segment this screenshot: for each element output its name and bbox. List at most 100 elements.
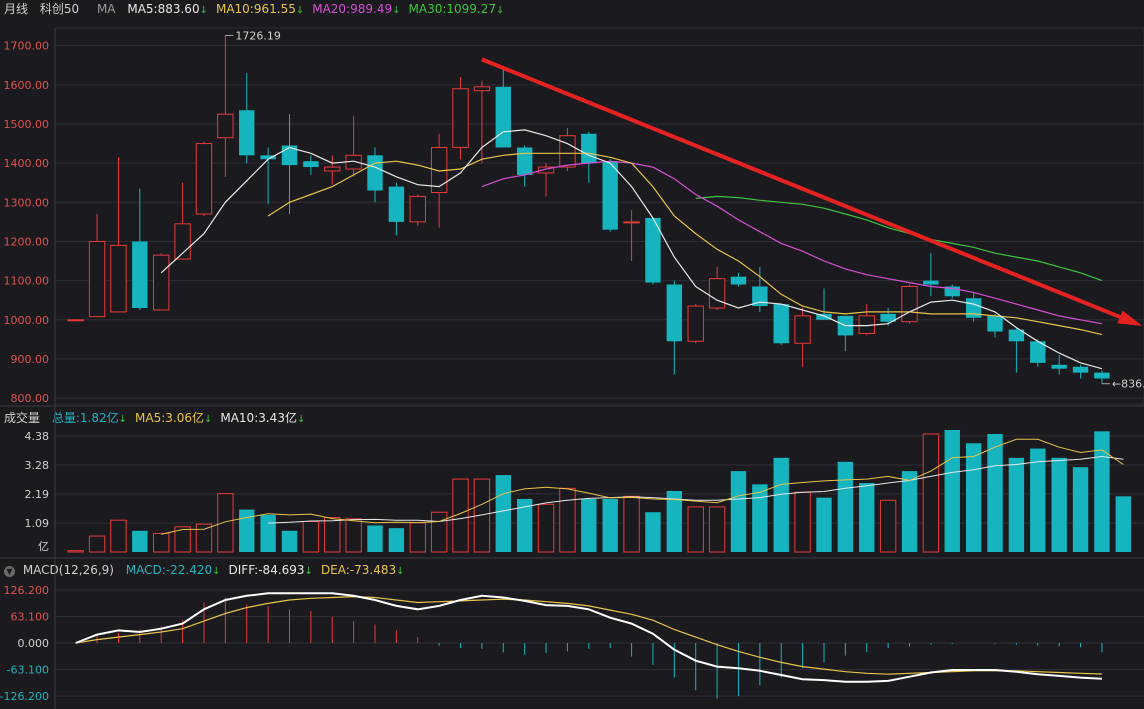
volume-ma10-line xyxy=(268,455,1124,524)
volume-bar xyxy=(452,478,469,553)
ma5-line xyxy=(160,129,1103,370)
extreme-value-label: 1726.19 xyxy=(235,29,281,42)
volume-bar xyxy=(302,521,320,553)
candle-body xyxy=(388,186,405,222)
legend-item: MA5:883.60↓ xyxy=(127,2,208,16)
down-arrow-icon: ↓ xyxy=(392,5,401,16)
candle-body xyxy=(708,278,726,309)
down-arrow-icon: ↓ xyxy=(118,414,127,425)
ma30-line xyxy=(695,195,1103,282)
trend-arrow-line xyxy=(481,57,1138,326)
legend-value: 总量:1.82亿 xyxy=(51,411,119,425)
volume-bar xyxy=(965,443,982,552)
candle-body xyxy=(645,217,661,283)
price-tick-label: 900.00 xyxy=(11,353,50,366)
volume-bar xyxy=(67,550,84,553)
volume-bar xyxy=(708,506,726,553)
volume-bar xyxy=(559,487,576,553)
legend-value: DIFF:-84.693 xyxy=(228,563,305,577)
legend-value: MA5:3.06亿 xyxy=(135,411,204,425)
volume-tick-label: 4.38 xyxy=(25,430,50,443)
macd-title[interactable]: MACD(12,26,9) xyxy=(22,563,114,577)
down-arrow-icon: ↓ xyxy=(496,5,505,16)
volume-bar xyxy=(153,532,170,553)
candle-body xyxy=(195,143,213,215)
candle-body xyxy=(153,254,170,311)
candle-body xyxy=(666,284,683,342)
volume-bar xyxy=(1115,496,1132,552)
volume-bar xyxy=(388,528,405,552)
candle-body xyxy=(752,286,768,307)
candle-body xyxy=(88,240,106,318)
volume-tick-label: 1.09 xyxy=(25,517,50,530)
volume-bar xyxy=(752,484,768,552)
candle-body xyxy=(239,110,255,156)
volume-bar xyxy=(645,512,661,552)
volume-bar xyxy=(1008,457,1025,552)
candle-body xyxy=(473,86,491,92)
symbol-label[interactable]: 科创50 xyxy=(39,2,80,16)
volume-bar xyxy=(987,433,1003,552)
candle-body xyxy=(1072,366,1089,373)
period-label[interactable]: 月线 xyxy=(4,2,29,16)
volume-bar xyxy=(1051,457,1067,552)
collapse-toggle-icon[interactable]: ▼ xyxy=(4,566,15,577)
price-tick-label: 1500.00 xyxy=(4,118,50,131)
volume-bar xyxy=(239,509,255,552)
volume-bar xyxy=(473,478,491,553)
volume-bar xyxy=(1030,448,1046,552)
legend-item: MA30:1099.27↓ xyxy=(409,2,505,16)
legend-item: MA5:3.06亿↓ xyxy=(135,411,212,425)
volume-bar xyxy=(922,433,940,553)
candle-body xyxy=(623,221,640,224)
extreme-value-label: ←836.64 xyxy=(1112,378,1144,391)
candle-body xyxy=(880,313,896,322)
volume-bar xyxy=(773,457,789,552)
candle-body xyxy=(602,161,618,230)
ma10-line xyxy=(267,152,1103,336)
macd-tick-label: 126.200 xyxy=(4,584,50,597)
volume-bar xyxy=(581,498,597,552)
candle-body xyxy=(281,145,298,166)
volume-bar xyxy=(345,518,362,553)
volume-bar xyxy=(666,491,683,552)
volume-tick-label: 2.19 xyxy=(25,488,50,501)
volume-bar xyxy=(495,475,511,552)
volume-bar xyxy=(132,530,148,552)
indicator-label[interactable]: MA xyxy=(96,2,116,16)
volume-bar xyxy=(367,525,383,552)
candle-body xyxy=(67,319,84,322)
candle-body xyxy=(516,147,533,175)
candle-body xyxy=(923,280,939,285)
down-arrow-icon: ↓ xyxy=(396,566,405,577)
volume-bar xyxy=(324,517,341,553)
volume-bar xyxy=(837,461,854,552)
candle-body xyxy=(687,305,704,342)
price-tick-label: 1700.00 xyxy=(4,40,50,53)
price-tick-label: 1000.00 xyxy=(4,314,50,327)
candle-body xyxy=(495,86,511,148)
candle-body xyxy=(730,276,747,285)
ma-legend: MA5:883.60↓ MA10:961.55↓ MA20:989.49↓ MA30:… xyxy=(127,2,512,16)
volume-bar xyxy=(1094,431,1110,552)
volume-bar xyxy=(516,498,533,552)
volume-bar xyxy=(602,498,618,552)
legend-item: 总量:1.82亿↓ xyxy=(52,411,127,425)
candle-body xyxy=(367,155,383,191)
volume-bar xyxy=(260,514,276,552)
price-tick-label: 1100.00 xyxy=(4,275,50,288)
volume-bar xyxy=(1072,467,1089,552)
down-arrow-icon: ↓ xyxy=(304,566,313,577)
volume-bar xyxy=(859,483,875,552)
legend-value: MA10:961.55 xyxy=(215,2,296,16)
candle-body xyxy=(581,133,597,164)
candle-body xyxy=(1051,364,1067,369)
volume-bar xyxy=(537,503,555,553)
volume-unit-label: 亿 xyxy=(38,540,49,553)
volume-ma5-line xyxy=(161,438,1124,535)
legend-value: MA10:3.43亿 xyxy=(220,411,297,425)
trend-arrow-head xyxy=(1117,310,1143,326)
candle-body xyxy=(132,241,148,309)
candle-body xyxy=(1030,341,1046,363)
